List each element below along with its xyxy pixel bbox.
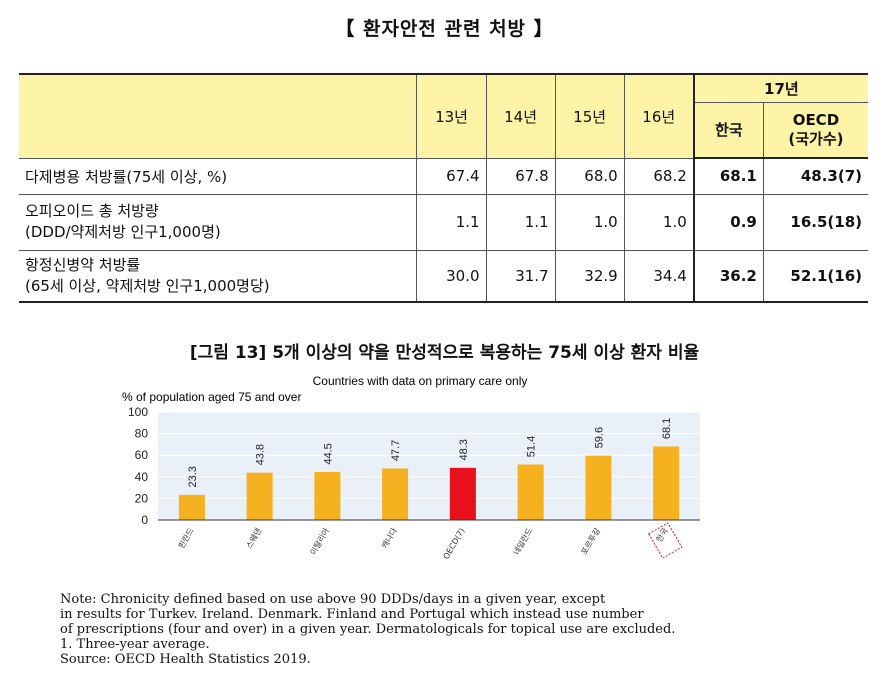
bar: [585, 455, 612, 520]
year-header: 13년: [416, 73, 487, 159]
footnote-line: of prescriptions (four and over) in a gi…: [60, 622, 676, 637]
cell-value: 1.1: [485, 193, 556, 251]
year-header: 15년: [554, 73, 625, 159]
x-tick-label: 네덜란드: [511, 526, 534, 557]
header-blank-cell: [19, 73, 418, 159]
y-tick-label: 0: [141, 513, 148, 527]
bar: [178, 494, 205, 520]
cell-value: 1.0: [554, 193, 625, 251]
bar-value-label: 48.3: [458, 439, 470, 460]
highlight-box: [648, 522, 683, 559]
korea-value: 36.2: [692, 249, 764, 303]
cell-value: 32.9: [554, 249, 625, 303]
row-label-line: (65세 이상, 약제처방 인구1,000명당): [25, 276, 270, 295]
x-tick-label: 포르투갈: [580, 526, 603, 557]
year-header: 16년: [623, 73, 695, 159]
table-header-row: 13년 14년 15년 16년 17년: [19, 73, 868, 159]
chart-title: Countries with data on primary care only: [313, 374, 528, 388]
row-label: 항정신병약 처방률 (65세 이상, 약제처방 인구1,000명당): [19, 249, 418, 303]
bar: [449, 467, 476, 520]
bar: [314, 471, 341, 520]
table-row: 항정신병약 처방률 (65세 이상, 약제처방 인구1,000명당) 30.0 …: [19, 249, 868, 303]
x-tick-label: 핀란드: [176, 526, 196, 550]
bar-value-label: 59.6: [593, 427, 605, 448]
bar: [382, 468, 409, 520]
oecd-value: 16.5(18): [762, 193, 868, 251]
figure-title: [그림 13] 5개 이상의 약을 만성적으로 복용하는 75세 이상 환자 비…: [189, 343, 700, 363]
bar-value-label: 43.8: [255, 444, 267, 465]
bar-chart: Countries with data on primary care only…: [110, 370, 710, 580]
x-tick-label: 이탈리아: [308, 525, 332, 556]
oecd-value: 52.1(16): [762, 249, 868, 303]
korea-value: 0.9: [692, 193, 764, 251]
korea-header: 한국: [692, 101, 764, 159]
cell-value: 31.7: [485, 249, 556, 303]
chart-grid: [158, 411, 700, 521]
footnote-line: 1. Three-year average.: [60, 637, 210, 652]
bar: [246, 472, 273, 520]
cell-value: 68.0: [554, 157, 625, 195]
footnote-line: Source: OECD Health Statistics 2019.: [60, 652, 311, 667]
y-tick-label: 80: [135, 427, 149, 441]
prescription-table: 13년 14년 15년 16년 17년 한국 OECD (국가수) 다제병용 처…: [19, 73, 868, 303]
oecd-header: OECD (국가수): [762, 101, 868, 159]
y-tick-label: 20: [135, 491, 149, 505]
y-tick-label: 40: [135, 470, 149, 484]
cell-value: 1.0: [623, 193, 695, 251]
row-label: 오피오이드 총 처방량 (DDD/약제처방 인구1,000명): [19, 193, 418, 251]
bar: [653, 446, 680, 520]
row-label-line: 항정신병약 처방률: [25, 255, 141, 274]
bar-value-label: 51.4: [526, 436, 538, 457]
table-row: 다제병용 처방률(75세 이상, %) 67.4 67.8 68.0 68.2 …: [19, 157, 868, 195]
x-tick-label: 캐나다: [380, 526, 399, 550]
y-tick-label: 100: [128, 405, 148, 419]
y-tick-label: 60: [135, 448, 149, 462]
bar-chart-svg: Countries with data on primary care only…: [122, 374, 700, 561]
cell-value: 1.1: [416, 193, 487, 251]
row-label-line: (DDD/약제처방 인구1,000명): [25, 223, 221, 241]
x-tick-label: 스웨덴: [244, 526, 264, 550]
oecd-value: 48.3(7): [762, 157, 868, 195]
section-title: 【 환자안전 관련 처방 】: [335, 18, 554, 40]
x-tick-label: 한국: [655, 527, 670, 544]
bar: [517, 464, 544, 520]
group-header-17: 17년: [692, 73, 868, 103]
bar-value-label: 23.3: [187, 466, 199, 487]
table-row: 오피오이드 총 처방량 (DDD/약제처방 인구1,000명) 1.1 1.1 …: [19, 193, 868, 251]
chart-y-axis-label: % of population aged 75 and over: [122, 390, 301, 404]
cell-value: 67.4: [416, 157, 487, 195]
cell-value: 30.0: [416, 249, 487, 303]
year-header: 14년: [485, 73, 556, 159]
row-label: 다제병용 처방률(75세 이상, %): [19, 157, 418, 195]
footnote: Note: Chronicity defined based on use ab…: [60, 592, 675, 667]
footnote-line: in results for Turkev. Ireland. Denmark.…: [60, 607, 644, 622]
korea-value: 68.1: [692, 157, 764, 195]
row-label-line: 오피오이드 총 처방량: [25, 202, 159, 220]
cell-value: 34.4: [623, 249, 695, 303]
x-tick-label: OECD(7): [442, 527, 467, 561]
footnote-line: Note: Chronicity defined based on use ab…: [60, 592, 606, 607]
chart-bars: 23.3 43.8 44.5 47.7 48.3 51.4 59.6 68.1: [178, 418, 680, 520]
plot-background: [158, 412, 700, 520]
cell-value: 67.8: [485, 157, 556, 195]
bar-value-label: 44.5: [322, 443, 334, 464]
cell-value: 68.2: [623, 157, 695, 195]
bar-value-label: 68.1: [661, 418, 673, 439]
table-subheader-row: 한국 OECD (국가수): [19, 101, 868, 159]
bar-value-label: 47.7: [390, 440, 402, 461]
